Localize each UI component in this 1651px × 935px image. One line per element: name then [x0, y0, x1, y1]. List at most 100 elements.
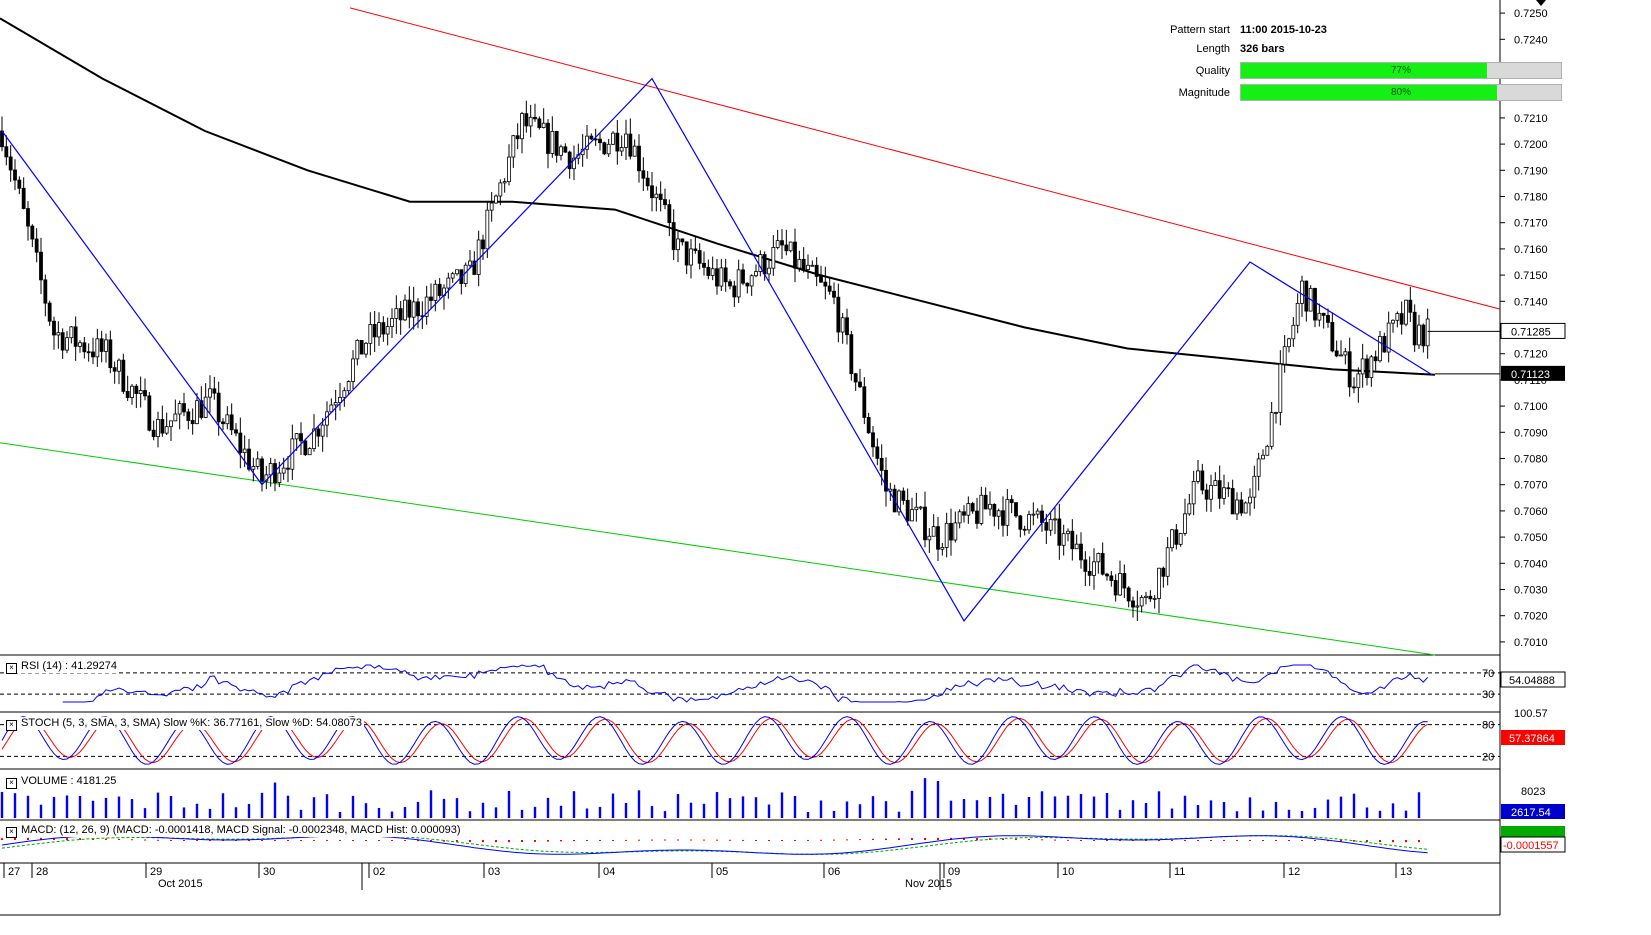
- candle-body: [918, 506, 923, 509]
- candle-body: [1339, 354, 1343, 357]
- volume-bar: [689, 802, 693, 818]
- candle-body: [1399, 313, 1404, 325]
- candle-body: [34, 238, 39, 253]
- candle-body: [411, 301, 416, 318]
- candle-body: [117, 359, 121, 372]
- macd-hist-bar: [391, 840, 393, 841]
- volume-title: × VOLUME : 4181.25: [6, 775, 119, 789]
- y-tick-label: 0.7060: [1514, 506, 1548, 518]
- candle-body: [1412, 311, 1417, 346]
- candle-body: [927, 535, 932, 541]
- close-panel-icon[interactable]: ×: [6, 720, 17, 731]
- volume-bar: [1066, 795, 1070, 818]
- candle-body: [359, 339, 364, 355]
- candle-body: [1174, 529, 1179, 545]
- candle-body: [485, 209, 490, 250]
- macd-hist-bar: [1223, 839, 1225, 841]
- macd-hist-bar: [404, 840, 406, 841]
- candle-body: [684, 241, 689, 266]
- candle-body: [871, 432, 875, 448]
- macd-hist-bar: [560, 840, 562, 842]
- candle-body: [1139, 597, 1144, 607]
- candle-body: [1252, 475, 1257, 498]
- macd-hist-bar: [508, 840, 510, 843]
- candle-body: [1243, 502, 1248, 514]
- pattern-start-row: Pattern start 11:00 2015-10-23: [1100, 22, 1570, 40]
- macd-hist-bar: [1093, 840, 1095, 841]
- candle-body: [1395, 313, 1400, 321]
- candle-body: [554, 130, 559, 156]
- macd-title-text: MACD: (12, 26, 9) (MACD: -0.0001418, MAC…: [21, 824, 461, 836]
- quality-label: Quality: [1195, 65, 1230, 77]
- rsi-level-label: 30: [1482, 689, 1494, 701]
- candle-body: [957, 511, 962, 524]
- close-panel-icon[interactable]: ×: [6, 827, 17, 838]
- macd-hist-bar: [144, 839, 146, 841]
- candle-body: [1122, 573, 1127, 589]
- macd-hist-bar: [898, 838, 900, 840]
- macd-hist-bar: [1288, 840, 1290, 841]
- candle-body: [1373, 356, 1378, 362]
- volume-bar: [338, 811, 342, 818]
- macd-hist-bar: [469, 840, 471, 843]
- candle-body: [1239, 499, 1244, 514]
- volume-bar: [1235, 811, 1239, 818]
- macd-hist-bar: [157, 839, 159, 841]
- macd-hist-bar: [846, 839, 848, 841]
- current-price-label: 0.71285: [1511, 326, 1551, 338]
- close-panel-icon[interactable]: ×: [6, 778, 17, 789]
- candle-body: [970, 503, 975, 512]
- candle-body: [949, 522, 953, 541]
- candle-body: [567, 151, 572, 170]
- volume-bar: [260, 792, 264, 818]
- candle-body: [762, 254, 767, 275]
- collapse-icon[interactable]: [1536, 0, 1546, 6]
- volume-bar: [676, 793, 680, 818]
- volume-bar: [273, 782, 277, 818]
- candle-body: [845, 317, 849, 336]
- candle-body: [1057, 518, 1062, 546]
- candle-body: [1165, 547, 1170, 577]
- candle-body: [1425, 318, 1430, 347]
- magnitude-row: Magnitude 80%: [1100, 84, 1570, 102]
- macd-hist-bar: [352, 840, 354, 841]
- volume-bar: [325, 794, 329, 818]
- candle-body: [502, 181, 507, 184]
- candle-body: [1144, 595, 1148, 598]
- candle-body: [169, 420, 173, 428]
- quality-bar-fill: [1241, 63, 1488, 78]
- macd-hist-bar: [638, 839, 640, 841]
- volume-bar: [1118, 809, 1122, 818]
- x-day-label: 04: [603, 866, 615, 878]
- candle-body: [1417, 324, 1421, 346]
- macd-hist-bar: [651, 839, 653, 841]
- macd-hist-bar: [768, 840, 770, 841]
- candle-body: [481, 239, 485, 250]
- candle-body: [437, 283, 442, 296]
- candle-body: [1109, 575, 1114, 581]
- candle-body: [177, 403, 182, 415]
- candle-body: [95, 338, 100, 358]
- close-panel-icon[interactable]: ×: [6, 663, 17, 674]
- rsi-level-label: 70: [1482, 668, 1494, 680]
- candle-body: [13, 169, 17, 181]
- candle-body: [637, 145, 641, 172]
- macd-hist-bar: [1184, 840, 1186, 841]
- macd-title: × MACD: (12, 26, 9) (MACD: -0.0001418, MA…: [6, 824, 463, 838]
- volume-bar: [221, 793, 225, 818]
- macd-signal-box: [1501, 826, 1565, 837]
- candle-body: [992, 503, 997, 517]
- candle-body: [372, 324, 377, 338]
- candle-body: [1265, 445, 1270, 456]
- volume-bar: [910, 790, 914, 818]
- x-day-label: 05: [716, 866, 728, 878]
- volume-bar: [481, 802, 485, 818]
- macd-hist-bar: [1340, 840, 1342, 842]
- candle-body: [1261, 454, 1265, 460]
- candle-body: [528, 116, 533, 127]
- volume-bar: [390, 811, 394, 818]
- pattern-zigzag-line: [1, 77, 1433, 622]
- candle-body: [489, 202, 494, 211]
- macd-hist-bar: [586, 840, 588, 841]
- macd-hist-bar: [547, 840, 549, 842]
